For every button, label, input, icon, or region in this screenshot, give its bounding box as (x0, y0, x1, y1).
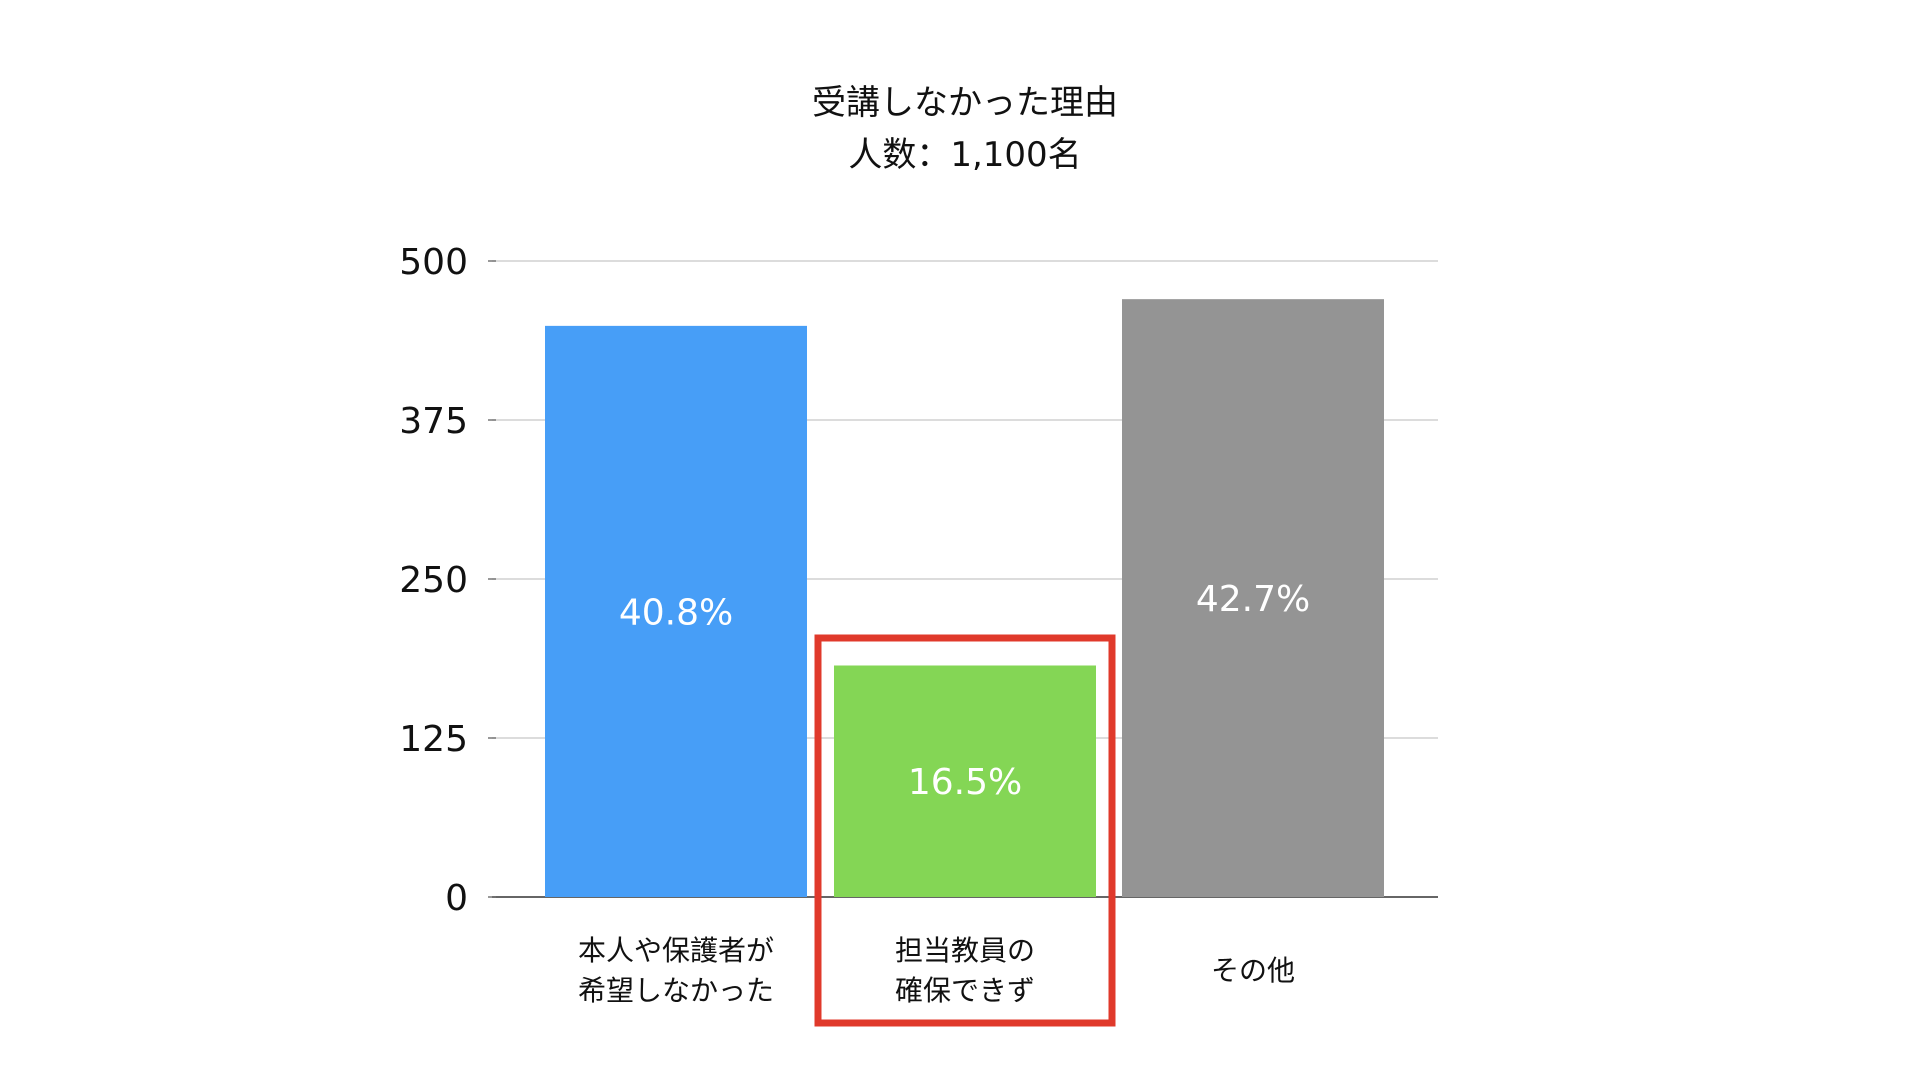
bars (545, 299, 1384, 897)
chart-title-line-1: 受講しなかった理由 (812, 83, 1118, 123)
bar (834, 665, 1096, 897)
chart-title: 受講しなかった理由 人数：1,100名 (812, 83, 1118, 175)
x-category-label: 希望しなかった (578, 974, 774, 1007)
highlight-box (814, 634, 1116, 1027)
x-category-label: 確保できず (895, 974, 1035, 1007)
y-tick-label: 375 (399, 401, 468, 442)
y-axis-ticks: 0 125 250 375 500 (399, 242, 468, 919)
x-category-label: 担当教員の (895, 934, 1035, 967)
y-tick-label: 250 (399, 560, 468, 601)
data-label: 16.5% (908, 762, 1022, 803)
chart-title-line-2: 人数：1,100名 (848, 135, 1081, 175)
y-tick-label: 0 (445, 878, 468, 919)
x-category-label: 本人や保護者が (578, 934, 774, 967)
x-category-label: その他 (1211, 954, 1295, 987)
highlight-rectangle (814, 634, 1116, 1027)
y-tick-label: 125 (399, 719, 468, 760)
data-label: 40.8% (619, 592, 733, 633)
bar (545, 325, 807, 897)
data-labels: 40.8% 16.5% 42.7% (619, 579, 1310, 803)
bar (1122, 299, 1384, 897)
data-label: 42.7% (1196, 579, 1310, 620)
y-tick-label: 500 (399, 242, 468, 283)
